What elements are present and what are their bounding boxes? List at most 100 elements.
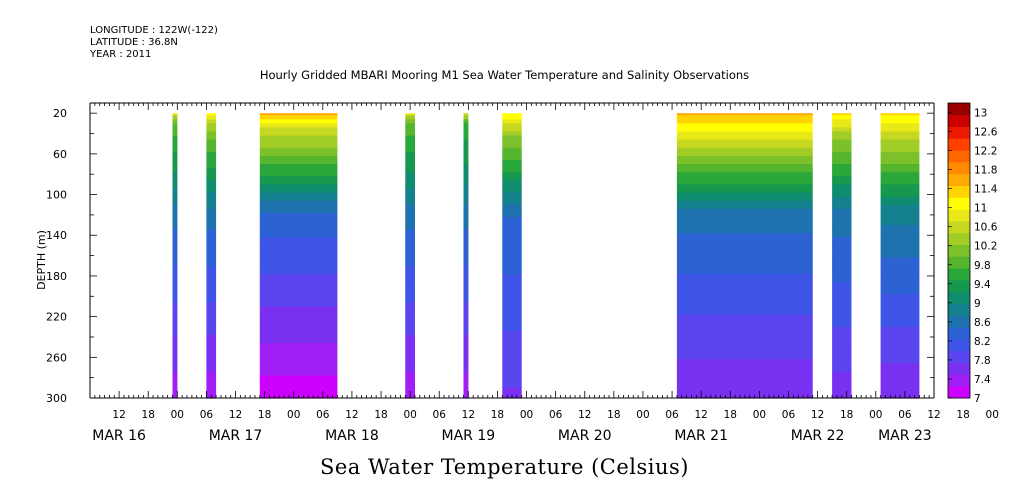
profile-block [676,113,813,399]
profile-cell [463,286,469,291]
profile-cell [405,233,415,238]
profile-cell [676,204,813,210]
profile-cell [259,334,338,340]
profile-cell [832,200,852,206]
profile-cell [259,302,338,308]
profile-cell [463,151,469,157]
profile-cell [259,273,338,279]
profile-cell [502,286,522,291]
profile-cell [463,371,469,377]
profile-cell [880,359,920,364]
profile-cell [206,383,217,389]
profile-cell [463,322,469,328]
profile-block [259,113,338,399]
profile-cell [832,160,852,165]
profile-cell [832,233,852,238]
profile-cell [880,151,920,157]
profile-cell [405,204,415,210]
profile-cell [832,318,852,324]
profile-cell [676,294,813,299]
profile-cell [259,123,338,128]
profile-cell [172,318,178,324]
profile-cell [880,188,920,194]
profile-cell [172,306,178,312]
profile-block [832,113,852,399]
profile-cell [502,298,522,303]
profile-cell [676,229,813,234]
profile-cell [405,363,415,369]
profile-cell [172,310,178,316]
profile-cell [405,123,415,128]
profile-cell [676,306,813,312]
profile-cell [463,278,469,283]
profile-cell [206,204,217,210]
profile-cell [172,216,178,222]
profile-cell [676,387,813,393]
profile-cell [206,375,217,381]
profile-cell [676,379,813,385]
profile-cell [502,204,522,210]
profile-cell [206,119,217,124]
profile-cell [502,180,522,185]
profile-cell [259,359,338,364]
profile-cell [206,155,217,161]
colorbar-segment [948,185,970,198]
profile-cell [405,249,415,255]
profile-cell [832,391,852,397]
profile-cell [463,160,469,165]
profile-cell [206,168,217,173]
profile-cell [463,204,469,210]
profile-cell [832,237,852,242]
x-tick-label: 00 [520,409,533,421]
profile-cell [405,298,415,303]
profile-cell [206,147,217,153]
profile-cell [832,131,852,137]
x-day-label: MAR 20 [558,428,612,444]
profile-cell [880,383,920,389]
profile-cell [463,396,469,399]
profile-cell [880,351,920,356]
profile-cell [405,127,415,133]
profile-cell [206,363,217,369]
profile-cell [405,216,415,222]
profile-cell [405,184,415,190]
profile-cell [259,290,338,295]
profile-cell [832,265,852,271]
profile-cell [259,339,338,344]
profile-cell [502,147,522,153]
colorbar-label: 8.2 [974,336,991,348]
x-tick-label: 12 [112,409,125,421]
profile-cell [206,123,217,128]
profile-cell [259,196,338,202]
profile-cell [259,212,338,218]
y-tick-label: 60 [53,148,67,161]
profile-cell [832,343,852,348]
profile-cell [206,306,217,312]
profile-cell [880,363,920,369]
profile-cell [405,221,415,226]
profile-cell [502,151,522,157]
profile-cell [172,233,178,238]
profile-cell [206,367,217,373]
profile-cell [463,229,469,234]
profile-cell [463,383,469,389]
profile-cell [880,192,920,198]
colorbar-segment [948,386,970,399]
x-tick-label: 00 [287,409,300,421]
profile-cell [832,168,852,173]
profile-cell [206,269,217,275]
profile-cell [502,310,522,316]
profile-cell [206,245,217,251]
profile-cell [463,339,469,344]
profile-cell [405,339,415,344]
profile-cell [259,367,338,373]
profile-cell [172,375,178,381]
profile-cell [463,225,469,230]
colorbar-segment [948,291,970,304]
profile-cell [502,273,522,279]
profile-cell [463,135,469,141]
profile-cell [463,269,469,275]
profile-cell [259,371,338,377]
profile-cell [172,387,178,393]
profile-cell [172,273,178,279]
